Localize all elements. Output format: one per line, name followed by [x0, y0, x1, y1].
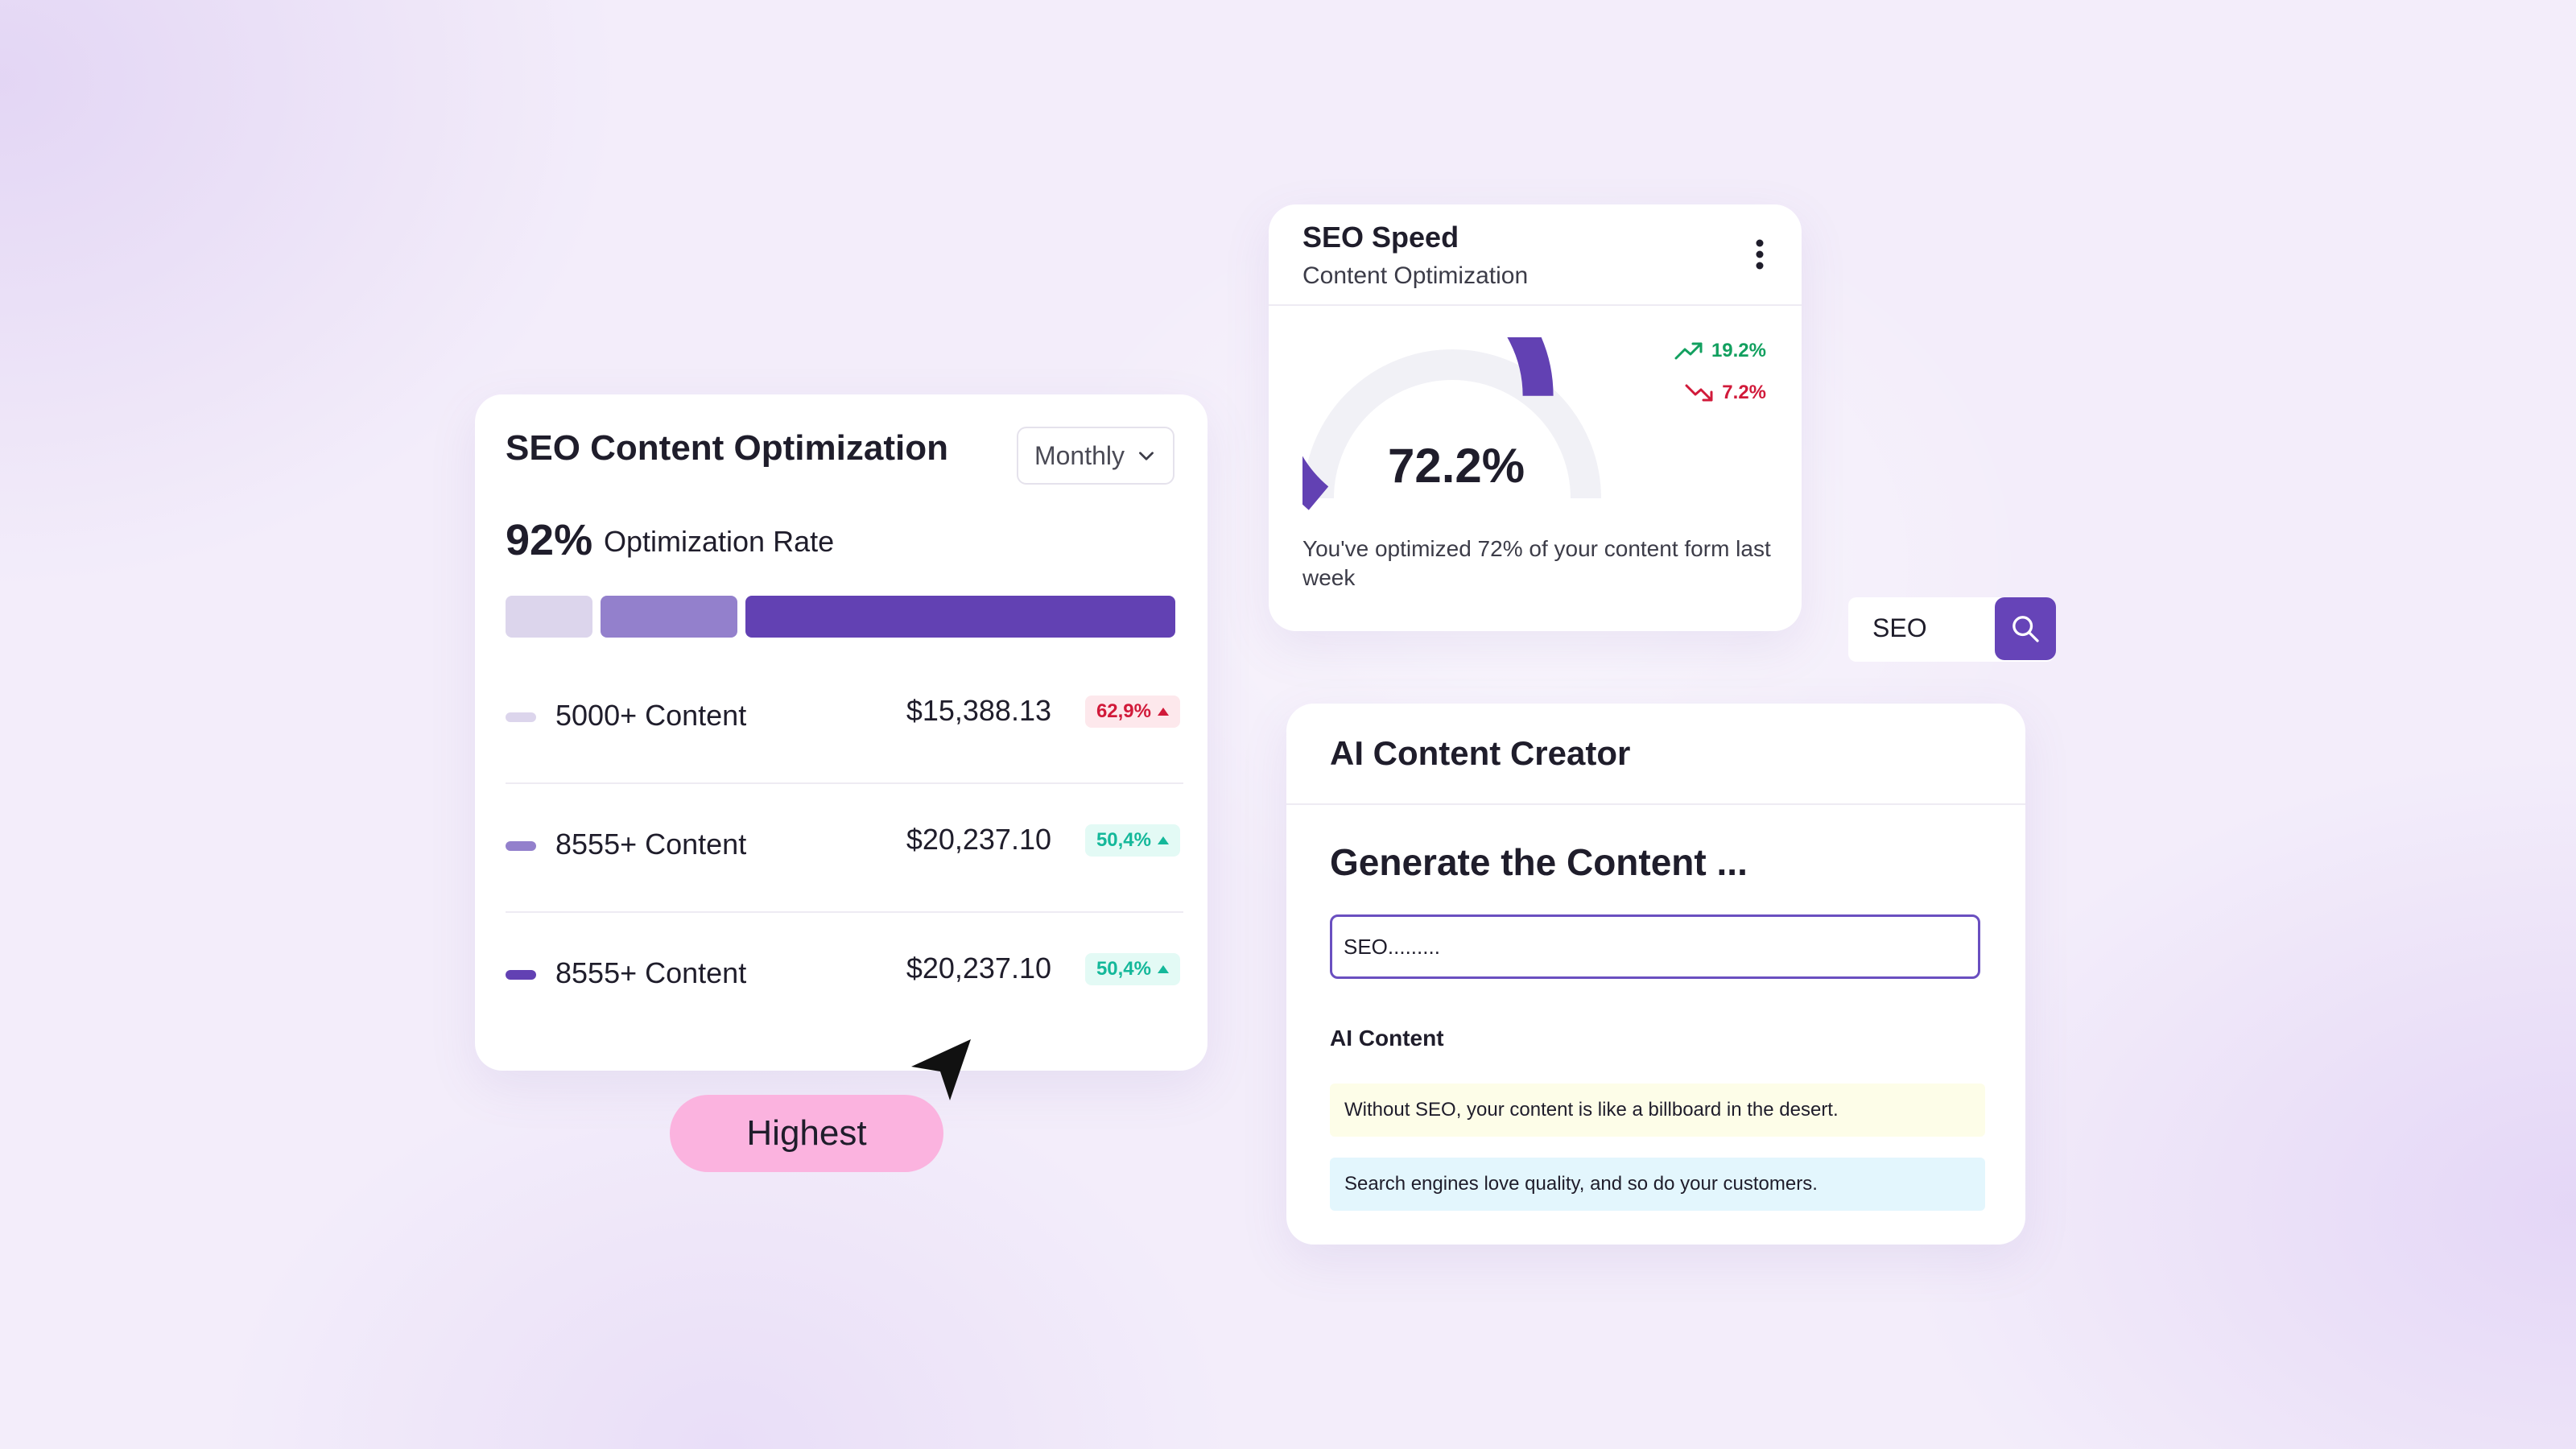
row-marker	[506, 712, 536, 722]
period-dropdown[interactable]: Monthly	[1017, 427, 1174, 485]
search-value: SEO	[1872, 613, 1927, 642]
ai-suggestion[interactable]: Without SEO, your content is like a bill…	[1330, 1084, 1985, 1137]
ai-content-creator-card: AI Content Creator Generate the Content …	[1286, 704, 2025, 1245]
speed-note: You've optimized 72% of your content for…	[1302, 536, 1771, 590]
progress-segment-3	[745, 596, 1175, 638]
ai-content-label: AI Content	[1330, 1026, 1444, 1051]
progress-segment-2	[601, 596, 737, 638]
trending-up-icon	[1674, 342, 1703, 360]
row-divider	[506, 782, 1183, 784]
change-badge: 50,4%	[1084, 824, 1180, 857]
row-label: 5000+ Content	[555, 699, 747, 732]
highest-pill[interactable]: Highest	[670, 1095, 943, 1172]
change-badge: 50,4%	[1084, 953, 1180, 985]
row-marker	[506, 970, 536, 980]
card-title: SEO Speed	[1302, 221, 1459, 254]
seo-speed-card: SEO Speed Content Optimization 72.2% 19.…	[1269, 204, 1802, 631]
trend-down-value: 7.2%	[1722, 382, 1766, 403]
chevron-down-icon	[1139, 452, 1154, 460]
card-title: AI Content Creator	[1330, 734, 1631, 772]
search-icon	[2013, 616, 2039, 642]
change-badge: 62,9%	[1084, 696, 1180, 728]
ai-suggestion[interactable]: Search engines love quality, and so do y…	[1330, 1158, 1985, 1211]
seo-content-optimization-card: SEO Content Optimization Monthly 92% Opt…	[475, 394, 1208, 1071]
change-value: 50,4%	[1096, 829, 1151, 851]
row-marker	[506, 841, 536, 851]
progress-segment-1	[506, 596, 592, 638]
triangle-up-icon	[1158, 836, 1169, 844]
change-value: 50,4%	[1096, 958, 1151, 980]
change-value: 62,9%	[1096, 700, 1151, 722]
optimization-rate-label: Optimization Rate	[604, 525, 835, 558]
period-dropdown-label: Monthly	[1034, 440, 1125, 470]
trend-down: 7.2%	[1685, 382, 1766, 404]
row-amount: $15,388.13	[906, 694, 1051, 727]
content-row: 5000+ Content $15,388.13 62,9%	[506, 668, 1183, 765]
content-row: 8555+ Content $20,237.10 50,4%	[506, 926, 1183, 1022]
trend-up-value: 19.2%	[1711, 340, 1766, 361]
more-options-icon[interactable]	[1755, 238, 1765, 270]
gauge-value: 72.2%	[1388, 439, 1525, 493]
card-divider	[1269, 304, 1802, 306]
card-title: SEO Content Optimization	[506, 428, 948, 468]
row-amount: $20,237.10	[906, 823, 1051, 856]
content-row: 8555+ Content $20,237.10 50,4%	[506, 797, 1183, 894]
card-subtitle: Content Optimization	[1302, 262, 1529, 289]
row-divider	[506, 911, 1183, 913]
row-label: 8555+ Content	[555, 956, 747, 989]
cursor-arrow-icon	[911, 1039, 971, 1100]
gauge-track	[1303, 349, 1601, 499]
row-amount: $20,237.10	[906, 952, 1051, 985]
row-label: 8555+ Content	[555, 828, 747, 861]
search-button[interactable]	[1995, 597, 2056, 660]
speed-gauge	[1302, 337, 1601, 510]
trend-up: 19.2%	[1674, 340, 1766, 362]
triangle-up-icon	[1158, 708, 1169, 716]
content-prompt-input[interactable]	[1330, 914, 1980, 979]
trending-down-icon	[1685, 384, 1713, 402]
card-divider	[1286, 803, 2025, 805]
optimization-rate-value: 92%	[506, 516, 593, 564]
triangle-up-icon	[1158, 965, 1169, 973]
generate-heading: Generate the Content ...	[1330, 841, 1748, 883]
